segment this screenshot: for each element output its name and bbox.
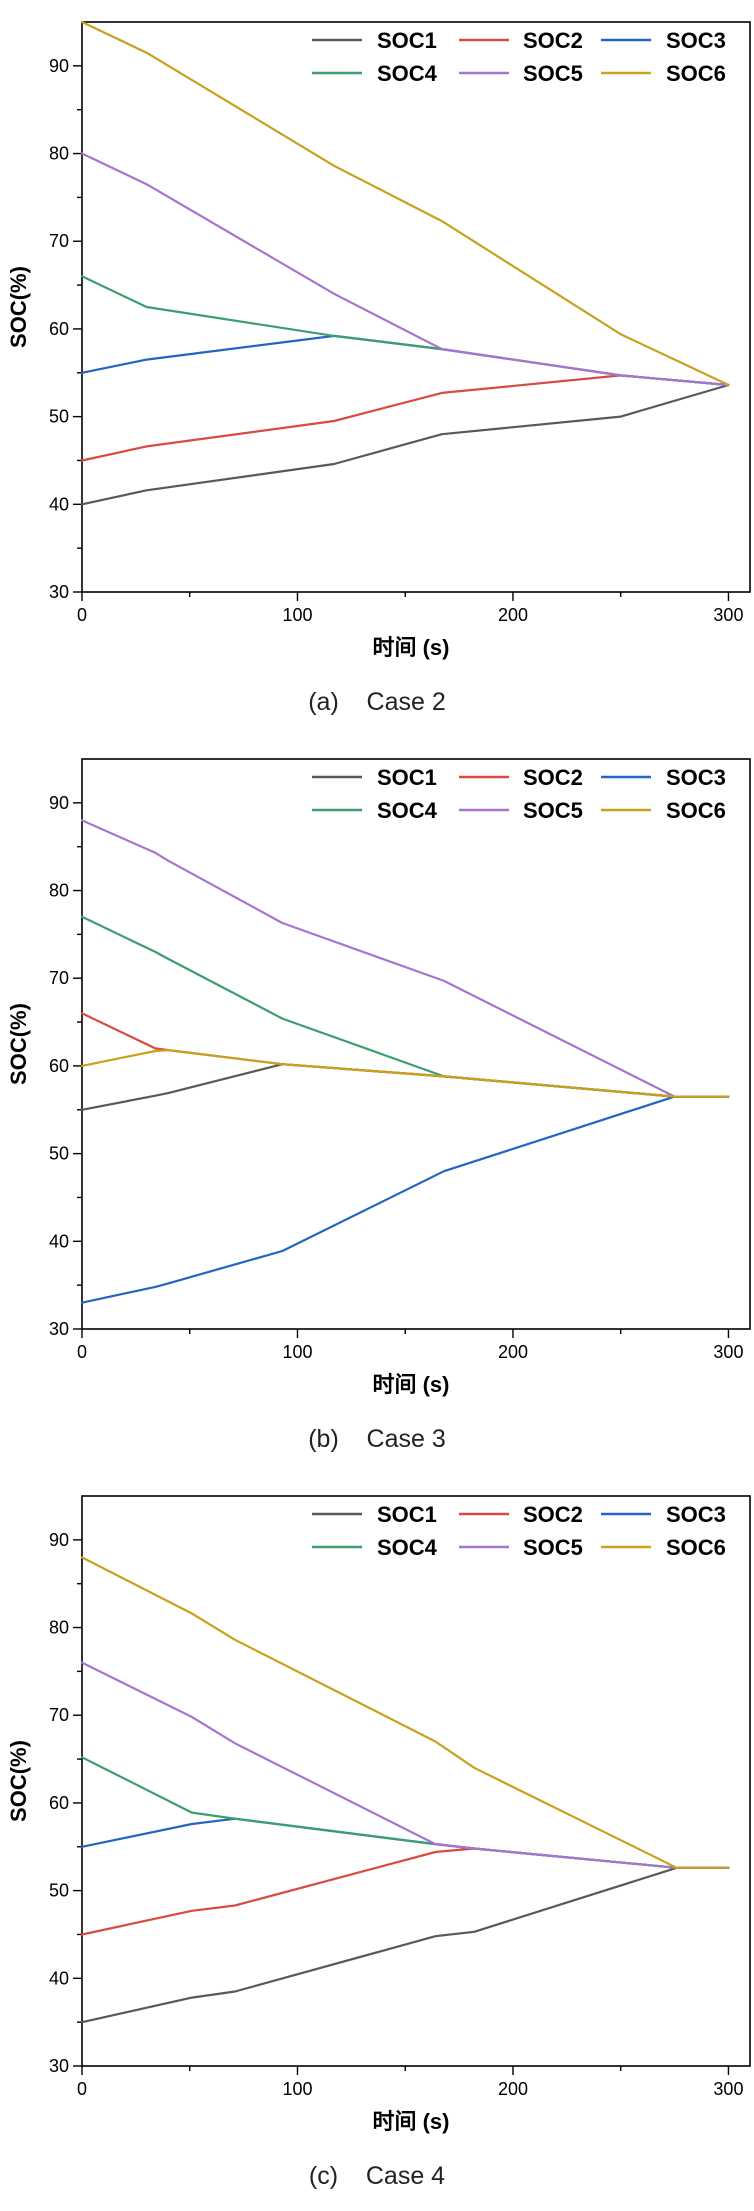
legend-label-soc4: SOC4 <box>377 61 438 86</box>
x-tick-label: 300 <box>713 1342 743 1362</box>
series-line-soc2 <box>80 1012 730 1098</box>
legend-label-soc1: SOC1 <box>377 28 437 53</box>
chart-panel-case4: 0 100 200 300 30 40 50 60 70 80 90 SOC1 SOC2 SOC3 SOC4… <box>0 1474 754 2211</box>
y-tick-label: 70 <box>49 968 69 988</box>
legend-label-soc2: SOC2 <box>523 28 583 53</box>
y-tick-label: 60 <box>49 319 69 339</box>
y-tick-label: 90 <box>49 56 69 76</box>
figure-caption: (b) Case 3 <box>308 1425 446 1453</box>
y-tick-label: 50 <box>49 1144 69 1164</box>
y-tick-label: 40 <box>49 1231 69 1251</box>
series-line-soc5 <box>80 819 730 1098</box>
y-tick-label: 30 <box>49 1319 69 1339</box>
y-axis-label: SOC(%) <box>6 1740 31 1822</box>
y-tick-label: 90 <box>49 1530 69 1550</box>
y-tick-label: 80 <box>49 881 69 901</box>
x-tick-label: 300 <box>713 2079 743 2099</box>
x-axis-label: 时间 (s) <box>372 635 449 660</box>
y-tick-label: 50 <box>49 407 69 427</box>
series-line-soc4 <box>80 1756 730 1869</box>
figure-caption: (c) Case 4 <box>309 2162 445 2190</box>
series-line-soc2 <box>80 1847 730 1936</box>
chart-svg-case3: 0 100 200 300 30 40 50 60 70 80 90 SOC1 SOC2 SOC3 SOC4… <box>6 758 751 1453</box>
y-tick-label: 30 <box>49 582 69 602</box>
legend-label-soc2: SOC2 <box>523 1502 583 1527</box>
series-line-soc6 <box>80 1556 730 1869</box>
y-axis-label: SOC(%) <box>6 1003 31 1085</box>
chart-panel-case2: 0 100 200 300 30 40 50 60 70 80 90 SOC1 SOC2 SOC3 SOC4… <box>0 0 754 737</box>
x-tick-label: 200 <box>498 2079 528 2099</box>
y-tick-label: 40 <box>49 1968 69 1988</box>
y-tick-label: 50 <box>49 1881 69 1901</box>
y-tick-label: 70 <box>49 231 69 251</box>
x-tick-label: 200 <box>498 1342 528 1362</box>
chart-svg-case2: 0 100 200 300 30 40 50 60 70 80 90 SOC1 SOC2 SOC3 SOC4… <box>6 20 751 716</box>
x-tick-label: 0 <box>77 605 87 625</box>
series-line-soc6 <box>80 1049 730 1098</box>
y-tick-label: 60 <box>49 1056 69 1076</box>
legend-label-soc4: SOC4 <box>377 1535 438 1560</box>
legend-label-soc4: SOC4 <box>377 798 438 823</box>
figure-caption: (a) Case 2 <box>308 688 446 716</box>
series-line-soc2 <box>80 374 730 462</box>
chart-panel-case3: 0 100 200 300 30 40 50 60 70 80 90 SOC1 SOC2 SOC3 SOC4… <box>0 737 754 1474</box>
y-tick-label: 60 <box>49 1793 69 1813</box>
series-line-soc4 <box>80 915 730 1098</box>
series-line-soc5 <box>80 152 730 387</box>
plot-frame <box>81 758 751 1330</box>
series-line-soc1 <box>80 1866 730 2024</box>
x-tick-label: 0 <box>77 2079 87 2099</box>
x-tick-label: 100 <box>282 1342 312 1362</box>
legend-label-soc1: SOC1 <box>377 765 437 790</box>
series-line-soc5 <box>80 1661 730 1869</box>
y-tick-label: 80 <box>49 1618 69 1638</box>
y-axis-label: SOC(%) <box>6 266 31 348</box>
legend-label-soc5: SOC5 <box>523 1535 583 1560</box>
y-tick-label: 40 <box>49 494 69 514</box>
series-line-soc3 <box>80 334 730 387</box>
y-tick-label: 70 <box>49 1705 69 1725</box>
series-line-soc3 <box>80 1095 730 1304</box>
legend-label-soc3: SOC3 <box>666 28 726 53</box>
legend-label-soc1: SOC1 <box>377 1502 437 1527</box>
series-line-soc6 <box>80 20 730 387</box>
x-tick-label: 300 <box>713 605 743 625</box>
y-tick-label: 30 <box>49 2056 69 2076</box>
x-tick-label: 100 <box>282 605 312 625</box>
chart-svg-case4: 0 100 200 300 30 40 50 60 70 80 90 SOC1 SOC2 SOC3 SOC4… <box>6 1495 751 2190</box>
legend-label-soc5: SOC5 <box>523 61 583 86</box>
legend-label-soc6: SOC6 <box>666 798 726 823</box>
legend-label-soc5: SOC5 <box>523 798 583 823</box>
x-axis-label: 时间 (s) <box>372 2109 449 2134</box>
x-tick-label: 0 <box>77 1342 87 1362</box>
legend-label-soc3: SOC3 <box>666 765 726 790</box>
x-tick-label: 200 <box>498 605 528 625</box>
x-axis-label: 时间 (s) <box>372 1372 449 1397</box>
legend-label-soc6: SOC6 <box>666 1535 726 1560</box>
legend-label-soc6: SOC6 <box>666 61 726 86</box>
plot-frame <box>81 21 751 593</box>
series-line-soc1 <box>80 1063 730 1111</box>
plot-frame <box>81 1495 751 2067</box>
legend-label-soc3: SOC3 <box>666 1502 726 1527</box>
y-tick-label: 90 <box>49 793 69 813</box>
y-tick-label: 80 <box>49 144 69 164</box>
legend-label-soc2: SOC2 <box>523 765 583 790</box>
series-line-soc1 <box>80 383 730 506</box>
x-tick-label: 100 <box>282 2079 312 2099</box>
